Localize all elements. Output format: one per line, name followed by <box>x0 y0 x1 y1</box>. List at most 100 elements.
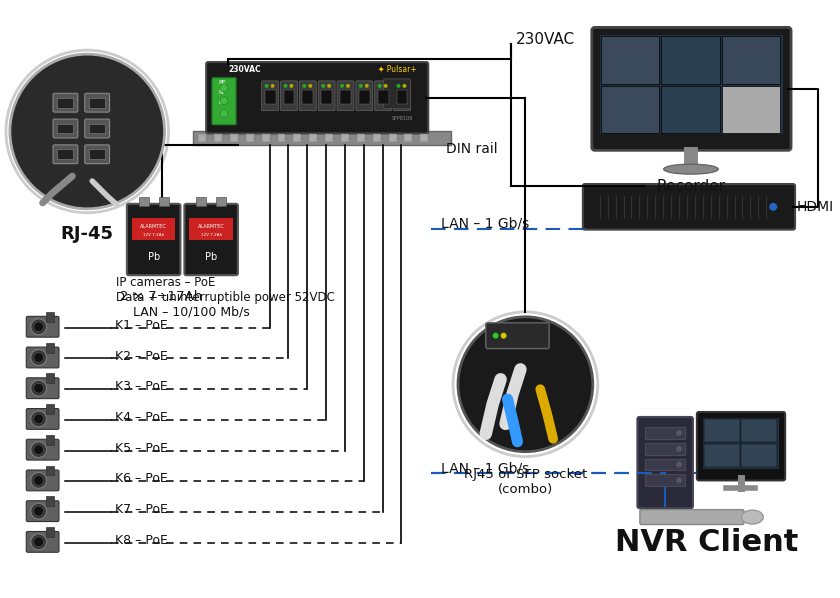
Bar <box>277 135 286 142</box>
Bar <box>661 86 720 133</box>
Bar <box>189 218 233 240</box>
Bar <box>396 90 407 103</box>
Text: ALARMTEC: ALARMTEC <box>140 224 167 228</box>
FancyBboxPatch shape <box>281 81 297 111</box>
Bar <box>645 443 685 454</box>
Circle shape <box>676 477 682 483</box>
FancyBboxPatch shape <box>592 28 791 150</box>
Text: PE: PE <box>218 80 226 85</box>
Bar <box>45 527 54 537</box>
Bar <box>357 135 365 142</box>
FancyBboxPatch shape <box>53 119 78 138</box>
FancyBboxPatch shape <box>85 145 109 164</box>
Circle shape <box>346 84 350 88</box>
Ellipse shape <box>664 164 718 174</box>
FancyBboxPatch shape <box>26 532 59 553</box>
Text: 230VAC: 230VAC <box>228 65 260 74</box>
Bar <box>89 124 105 133</box>
Bar <box>309 135 318 142</box>
Bar <box>645 474 685 486</box>
Circle shape <box>34 445 44 454</box>
Bar <box>722 86 780 133</box>
FancyBboxPatch shape <box>318 81 335 111</box>
Text: K2 – PoE: K2 – PoE <box>115 350 168 362</box>
Bar <box>704 419 739 442</box>
Bar <box>325 135 333 142</box>
FancyBboxPatch shape <box>206 62 428 133</box>
Bar <box>389 135 396 142</box>
Text: NVR Client: NVR Client <box>615 528 799 557</box>
Text: LAN – 1 Gb/s: LAN – 1 Gb/s <box>441 462 529 475</box>
Bar <box>742 419 777 442</box>
FancyBboxPatch shape <box>356 81 373 111</box>
FancyBboxPatch shape <box>213 78 236 124</box>
FancyBboxPatch shape <box>26 378 59 399</box>
Bar <box>302 90 313 103</box>
FancyBboxPatch shape <box>640 509 744 524</box>
Text: RJ-45: RJ-45 <box>60 225 113 243</box>
FancyBboxPatch shape <box>697 412 785 480</box>
Circle shape <box>31 503 46 519</box>
Circle shape <box>31 442 46 457</box>
FancyBboxPatch shape <box>638 417 693 508</box>
Circle shape <box>493 332 499 338</box>
Circle shape <box>31 380 46 396</box>
Circle shape <box>384 84 387 88</box>
Bar <box>420 135 428 142</box>
Circle shape <box>284 84 287 88</box>
Circle shape <box>378 84 381 88</box>
Bar <box>193 132 451 145</box>
Text: 2 × 7÷17Ah: 2 × 7÷17Ah <box>120 290 202 303</box>
FancyBboxPatch shape <box>375 81 391 111</box>
Bar <box>373 135 381 142</box>
Circle shape <box>31 350 46 365</box>
Bar <box>45 496 54 506</box>
Bar <box>262 135 270 142</box>
FancyBboxPatch shape <box>26 440 59 460</box>
Bar <box>704 444 739 466</box>
Text: Pb: Pb <box>205 252 218 263</box>
FancyBboxPatch shape <box>394 81 411 111</box>
FancyBboxPatch shape <box>583 184 795 230</box>
Text: IP cameras – PoE
Data + uninterruptible power 52VDC: IP cameras – PoE Data + uninterruptible … <box>116 276 335 304</box>
Circle shape <box>220 109 228 118</box>
Bar <box>132 218 176 240</box>
Bar <box>340 90 351 103</box>
Circle shape <box>34 322 44 332</box>
FancyBboxPatch shape <box>127 204 181 275</box>
Bar <box>645 459 685 471</box>
Bar <box>265 90 276 103</box>
Ellipse shape <box>742 510 764 524</box>
Text: LAN – 10/100 Mb/s: LAN – 10/100 Mb/s <box>133 306 249 319</box>
Bar <box>293 135 302 142</box>
Circle shape <box>34 475 44 486</box>
Bar <box>601 86 659 133</box>
Text: Pb: Pb <box>148 252 160 263</box>
Circle shape <box>220 97 228 105</box>
Circle shape <box>396 84 401 88</box>
Text: K7 – PoE: K7 – PoE <box>115 503 168 516</box>
Bar <box>246 135 254 142</box>
Circle shape <box>769 203 777 210</box>
Text: SFP8108: SFP8108 <box>391 115 412 121</box>
Circle shape <box>31 534 46 550</box>
Bar <box>57 150 73 159</box>
Bar <box>321 90 332 103</box>
Bar <box>45 435 54 445</box>
Bar <box>159 197 169 206</box>
Bar <box>45 465 54 475</box>
Circle shape <box>31 472 46 489</box>
Text: ✦ Pulsar+: ✦ Pulsar+ <box>378 65 417 74</box>
FancyBboxPatch shape <box>26 470 59 491</box>
Text: K4 – PoE: K4 – PoE <box>115 411 168 424</box>
Circle shape <box>501 332 507 338</box>
Bar <box>284 90 294 103</box>
Bar <box>722 36 780 84</box>
Text: N: N <box>218 90 223 95</box>
Circle shape <box>34 537 44 547</box>
Text: K1 – PoE: K1 – PoE <box>115 319 168 332</box>
Bar <box>661 36 720 84</box>
FancyBboxPatch shape <box>384 79 411 109</box>
Text: K8 – PoE: K8 – PoE <box>115 534 168 547</box>
Circle shape <box>265 84 269 88</box>
